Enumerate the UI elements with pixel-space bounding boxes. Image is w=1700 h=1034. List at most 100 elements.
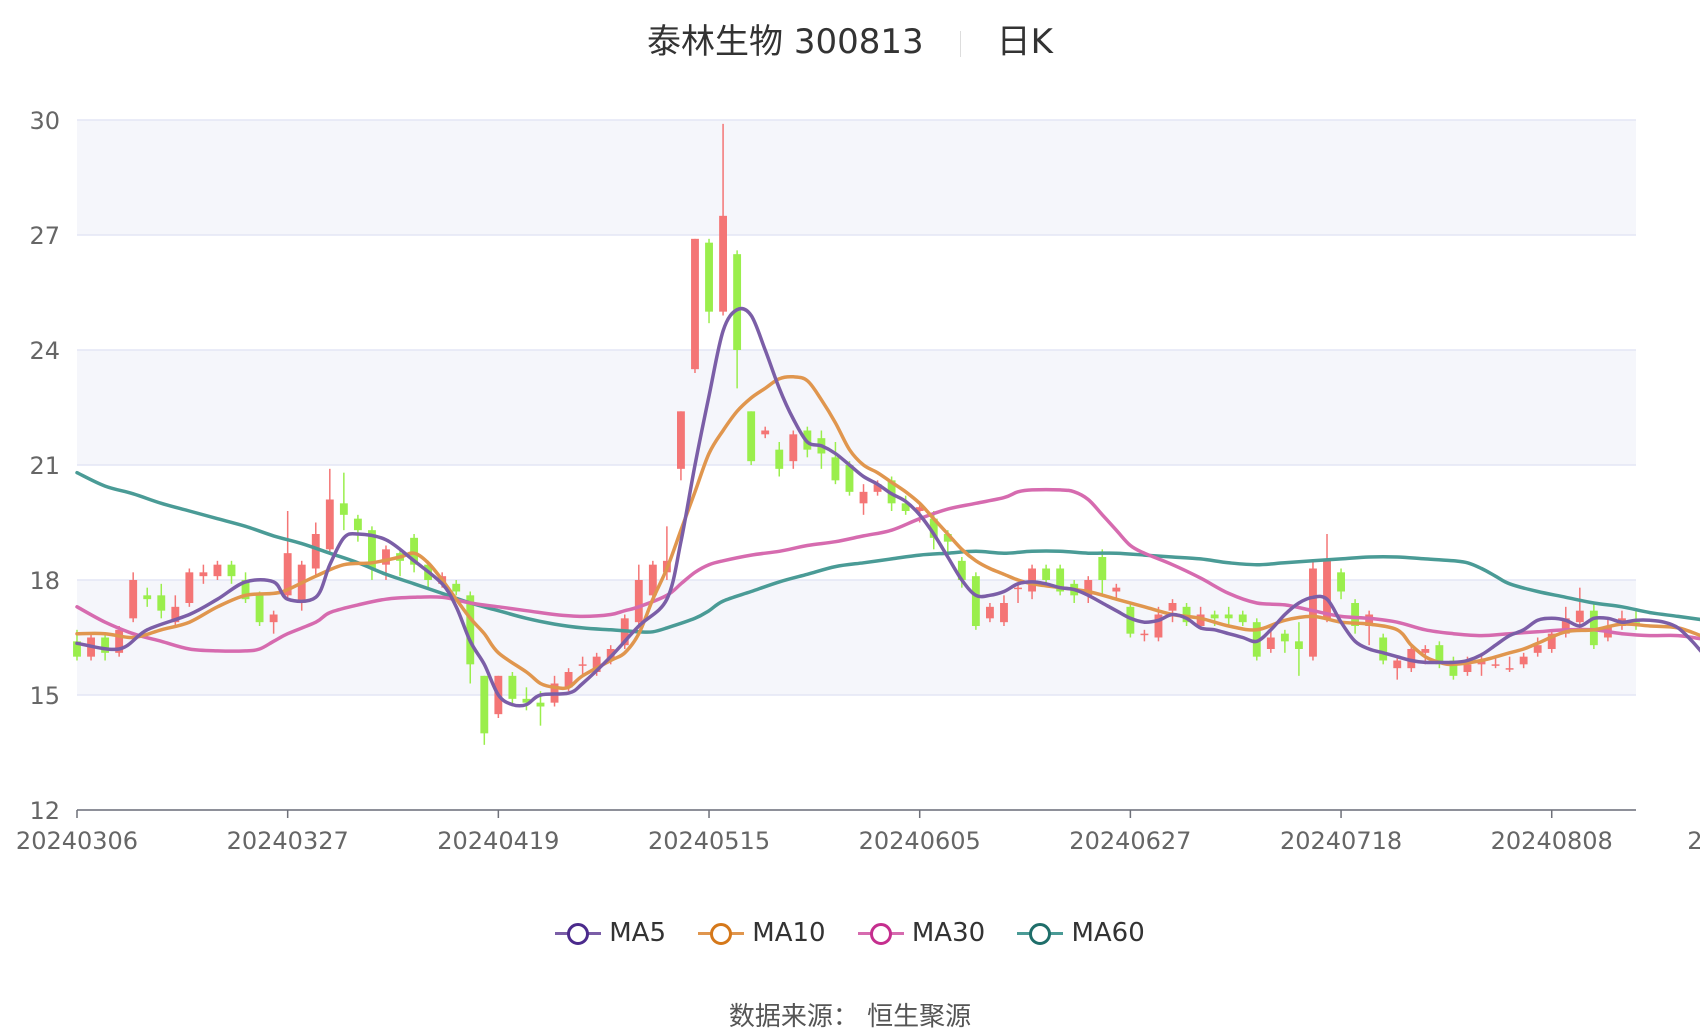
y-tick-label: 18 bbox=[29, 567, 60, 595]
candle-body bbox=[255, 595, 264, 623]
candle-body bbox=[1014, 587, 1022, 590]
candle-body bbox=[929, 518, 938, 538]
legend-label-ma60: MA60 bbox=[1071, 918, 1145, 948]
candle-body bbox=[1154, 614, 1163, 638]
candle-body bbox=[1309, 568, 1317, 657]
candle-body bbox=[901, 503, 910, 511]
candle-body bbox=[143, 595, 152, 600]
legend-swatch-ma60 bbox=[1017, 923, 1064, 945]
candle-body bbox=[311, 534, 320, 569]
series-line-ma60 bbox=[75, 470, 1700, 634]
candle-body bbox=[1449, 660, 1458, 676]
candle-body bbox=[1575, 610, 1584, 623]
y-tick-label: 15 bbox=[29, 682, 60, 710]
candle-body bbox=[185, 572, 194, 603]
candle-body bbox=[1238, 614, 1247, 623]
candle-body bbox=[1407, 649, 1416, 669]
candle-body bbox=[1561, 618, 1570, 634]
legend-ring-ma30 bbox=[869, 923, 892, 945]
candle-body bbox=[578, 664, 587, 666]
candle-body bbox=[957, 560, 966, 580]
chart-title: 泰林生物 300813 日K bbox=[0, 14, 1700, 63]
y-tick-label: 21 bbox=[29, 452, 60, 480]
x-tick-label: 20240419 bbox=[437, 827, 559, 855]
series-line-ma30 bbox=[75, 487, 1700, 653]
candle-body bbox=[677, 411, 685, 469]
x-tick-label: 20240306 bbox=[16, 827, 138, 855]
candle-body bbox=[382, 549, 390, 565]
candle-body bbox=[761, 430, 770, 435]
grid-band bbox=[77, 580, 1636, 695]
candle-body bbox=[213, 564, 222, 577]
candle-body bbox=[283, 553, 292, 596]
candle-body bbox=[1337, 572, 1345, 592]
candle-body bbox=[452, 583, 461, 592]
x-tick-label: 20240627 bbox=[1069, 827, 1191, 855]
candle-body bbox=[1252, 622, 1261, 657]
x-tick-label: 20240327 bbox=[227, 827, 349, 855]
source-label: 数据来源： bbox=[728, 1002, 859, 1032]
candle-body bbox=[325, 499, 334, 550]
candle-body bbox=[775, 449, 784, 469]
candle-body bbox=[1421, 649, 1430, 653]
x-tick-label: 20240808 bbox=[1491, 827, 1613, 855]
candle-body bbox=[1126, 606, 1135, 634]
candle-body bbox=[522, 698, 531, 703]
x-tick-label: 20240605 bbox=[859, 827, 981, 855]
legend-label-ma10: MA10 bbox=[752, 918, 826, 948]
candle-body bbox=[1182, 606, 1191, 623]
legend-item-ma60[interactable]: MA60 bbox=[1017, 918, 1145, 948]
legend-item-ma30[interactable]: MA30 bbox=[857, 918, 985, 948]
candle-body bbox=[564, 672, 573, 688]
legend-swatch-ma5 bbox=[555, 923, 602, 945]
stock-name: 泰林生物 300813 bbox=[647, 22, 924, 62]
candle-body bbox=[1168, 603, 1177, 611]
y-tick-label: 27 bbox=[29, 222, 60, 250]
candle-body bbox=[1435, 645, 1444, 665]
candle-body bbox=[1505, 668, 1514, 670]
candle-body bbox=[1589, 610, 1598, 646]
candle-body bbox=[1266, 637, 1275, 649]
candle-body bbox=[789, 434, 798, 462]
candle-body bbox=[1323, 560, 1331, 619]
candle-body bbox=[508, 675, 517, 699]
candle-body bbox=[1280, 633, 1289, 642]
candle-body bbox=[1351, 603, 1360, 626]
legend-item-ma5[interactable]: MA5 bbox=[555, 918, 666, 948]
candle-body bbox=[1196, 614, 1205, 626]
legend-ring-ma60 bbox=[1029, 923, 1052, 945]
period-label: 日K bbox=[996, 22, 1053, 62]
candle-body bbox=[199, 572, 208, 577]
candle-body bbox=[691, 238, 699, 370]
candle-body bbox=[1210, 614, 1219, 619]
legend-item-ma10[interactable]: MA10 bbox=[698, 918, 826, 948]
candle-body bbox=[1084, 580, 1093, 596]
candle-body bbox=[1000, 603, 1008, 623]
series-line-ma5 bbox=[75, 306, 1700, 708]
candle-body bbox=[845, 465, 854, 492]
candle-body bbox=[339, 503, 348, 515]
candle-body bbox=[1098, 557, 1107, 580]
candle-body bbox=[915, 507, 924, 511]
candle-body bbox=[368, 530, 376, 569]
candle-body bbox=[648, 564, 657, 596]
candle-body bbox=[1224, 614, 1233, 619]
grid-band bbox=[77, 120, 1636, 235]
candle-body bbox=[1294, 641, 1303, 649]
legend-swatch-ma30 bbox=[857, 923, 904, 945]
y-tick-label: 12 bbox=[29, 797, 60, 825]
candle-body bbox=[705, 242, 713, 312]
candle-body bbox=[1379, 637, 1388, 661]
candle-body bbox=[985, 606, 994, 619]
candle-body bbox=[1477, 660, 1486, 665]
candle-body bbox=[101, 637, 110, 653]
candle-body bbox=[466, 595, 475, 665]
candle-body bbox=[719, 215, 728, 312]
candle-body bbox=[1519, 656, 1528, 665]
candle-body bbox=[592, 656, 601, 672]
legend-ring-ma10 bbox=[710, 923, 733, 945]
candle-body bbox=[1028, 568, 1036, 592]
legend-label-ma5: MA5 bbox=[609, 918, 667, 948]
candle-body bbox=[1112, 587, 1121, 592]
